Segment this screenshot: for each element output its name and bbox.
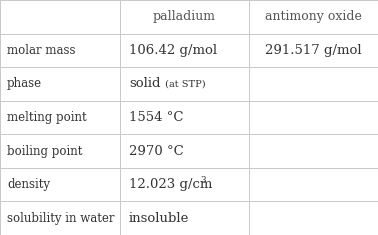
- Text: insoluble: insoluble: [129, 212, 189, 225]
- Text: 106.42 g/mol: 106.42 g/mol: [129, 44, 217, 57]
- Text: 2970 °C: 2970 °C: [129, 145, 184, 158]
- Text: antimony oxide: antimony oxide: [265, 10, 362, 23]
- Text: solid: solid: [129, 77, 161, 90]
- Text: 291.517 g/mol: 291.517 g/mol: [265, 44, 362, 57]
- Text: 3: 3: [200, 176, 206, 185]
- Text: (at STP): (at STP): [162, 79, 206, 88]
- Text: boiling point: boiling point: [7, 145, 82, 158]
- Text: palladium: palladium: [153, 10, 216, 23]
- Text: molar mass: molar mass: [7, 44, 76, 57]
- Text: solubility in water: solubility in water: [7, 212, 115, 225]
- Text: density: density: [7, 178, 50, 191]
- Text: phase: phase: [7, 77, 42, 90]
- Text: melting point: melting point: [7, 111, 87, 124]
- Text: 1554 °C: 1554 °C: [129, 111, 183, 124]
- Text: 12.023 g/cm: 12.023 g/cm: [129, 178, 212, 191]
